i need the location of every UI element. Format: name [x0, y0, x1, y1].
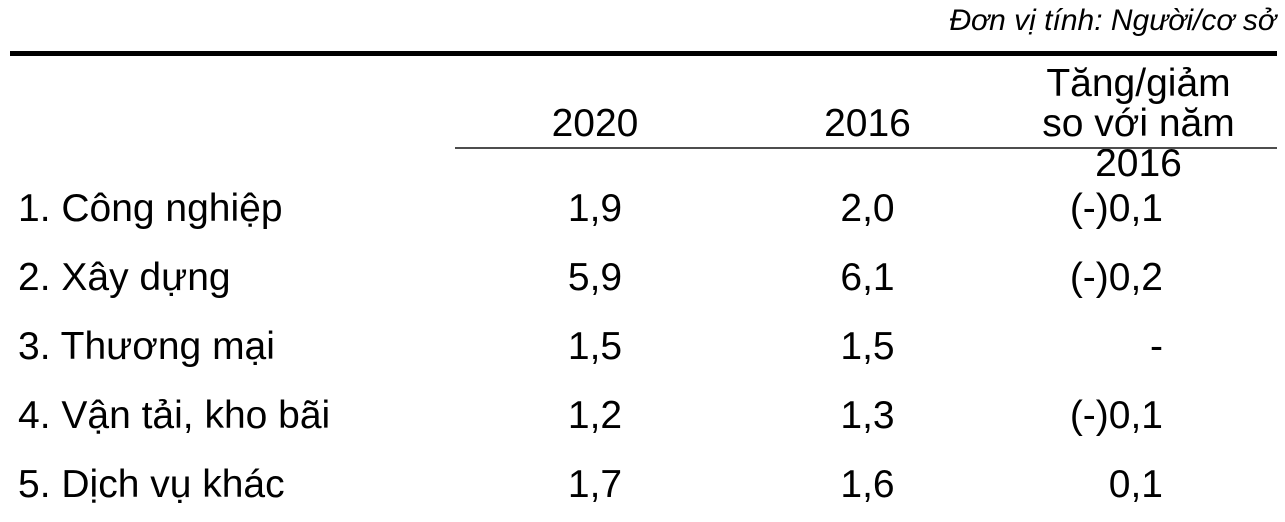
- table-row: 3. Thương mại 1,5 1,5 -: [13, 312, 1277, 381]
- value-2016: 1,3: [840, 393, 895, 437]
- value-2016: 6,1: [840, 255, 895, 299]
- column-header-2016: 2016: [824, 102, 911, 145]
- top-rule: [10, 51, 1277, 56]
- value-2020: 1,7: [567, 462, 623, 506]
- row-label: 1. Công nghiệp: [18, 186, 283, 230]
- row-label: 3. Thương mại: [18, 324, 275, 368]
- value-change: (-)0,1: [1069, 393, 1163, 437]
- table-row: 4. Vận tải, kho bãi 1,2 1,3 (-)0,1: [13, 381, 1277, 450]
- value-2020: 1,2: [567, 393, 623, 437]
- value-change: -: [1150, 324, 1163, 368]
- value-2020: 1,9: [567, 186, 623, 230]
- header-underline: [455, 147, 1277, 149]
- value-change: (-)0,2: [1069, 255, 1163, 299]
- value-change: 0,1: [1108, 462, 1163, 506]
- value-2016: 1,5: [840, 324, 895, 368]
- row-label: 4. Vận tải, kho bãi: [18, 393, 331, 437]
- table-row: 1. Công nghiệp 1,9 2,0 (-)0,1: [13, 174, 1277, 243]
- table-header-row: 2020 2016 Tăng/giảm so với năm 2016: [13, 64, 1277, 184]
- value-2020: 1,5: [567, 324, 623, 368]
- value-2016: 2,0: [840, 186, 895, 230]
- table-row: 5. Dịch vụ khác 1,7 1,6 0,1: [13, 450, 1277, 519]
- unit-note: Đơn vị tính: Người/cơ sở: [949, 4, 1276, 37]
- value-2016: 1,6: [840, 462, 895, 506]
- value-2020: 5,9: [567, 255, 623, 299]
- table-body: 1. Công nghiệp 1,9 2,0 (-)0,1 2. Xây dựn…: [13, 174, 1277, 519]
- column-header-change-line1: Tăng/giảm: [1046, 62, 1231, 105]
- column-header-change: Tăng/giảm so với năm 2016: [1000, 64, 1277, 184]
- column-header-change-line2: so với năm 2016: [1042, 102, 1235, 185]
- table-row: 2. Xây dựng 5,9 6,1 (-)0,2: [13, 243, 1277, 312]
- row-label: 5. Dịch vụ khác: [18, 462, 285, 506]
- value-change: (-)0,1: [1069, 186, 1163, 230]
- column-header-2020: 2020: [551, 102, 639, 145]
- row-label: 2. Xây dựng: [18, 255, 231, 299]
